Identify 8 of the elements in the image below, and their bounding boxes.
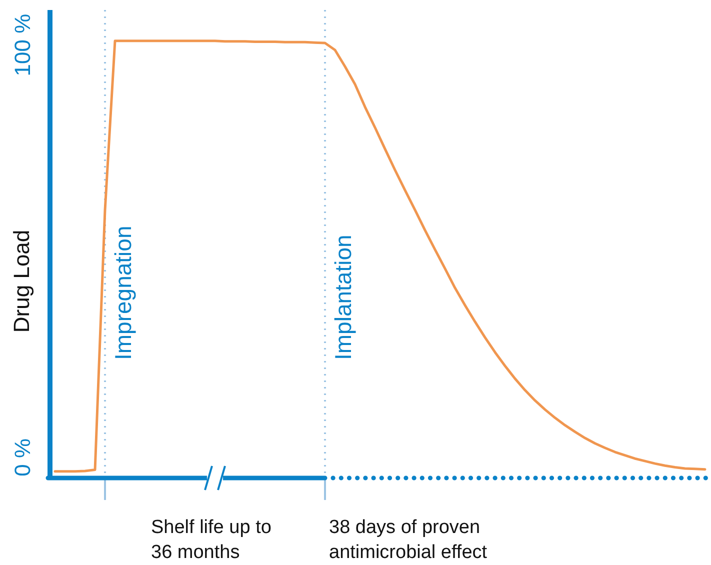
annotation: Impregnation <box>110 226 136 360</box>
y-tick-label: 0 % <box>10 438 35 476</box>
text: 38 days of proven antimicrobial effect <box>329 517 488 563</box>
annotation: Implantation <box>330 234 356 360</box>
line-series <box>54 40 706 473</box>
y-tick-label: 100 % <box>10 14 35 76</box>
text: Shelf life up to 36 months <box>151 517 272 563</box>
y-axis-title: Drug Load <box>9 230 34 333</box>
